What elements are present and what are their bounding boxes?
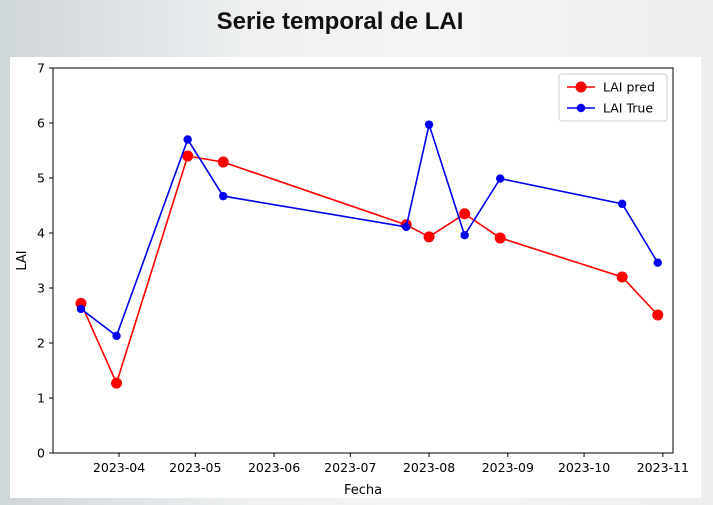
- data-point-lai-true: [460, 231, 469, 240]
- legend-marker-lai-true: [576, 103, 586, 113]
- data-point-lai-true: [112, 331, 121, 341]
- legend-label-lai-true: LAI True: [603, 101, 653, 116]
- x-tick-label: 2023-05: [169, 460, 221, 475]
- data-point-lai-true: [76, 304, 86, 314]
- legend: LAI pred LAI True: [558, 73, 668, 122]
- data-point-lai-true: [183, 135, 192, 144]
- y-tick-label: 0: [37, 446, 45, 461]
- y-axis: 0 1 2 3 4 5 6 7: [37, 61, 53, 461]
- slide-title: Serie temporal de LAI: [216, 8, 464, 35]
- y-axis-label: LAI: [15, 250, 30, 270]
- x-tick-label: 2023-10: [558, 460, 610, 475]
- plot-frame: [52, 67, 674, 454]
- y-tick-label: 1: [37, 391, 45, 406]
- y-tick-label: 4: [37, 226, 45, 241]
- data-point-lai-pred: [423, 231, 435, 243]
- legend-label-lai-pred: LAI pred: [603, 80, 655, 95]
- series-line-lai-pred: [80, 155, 659, 386]
- data-point-lai-true: [653, 258, 662, 267]
- series-lai-true: [76, 120, 662, 341]
- x-tick-label: 2023-06: [248, 460, 300, 475]
- x-tick-label: 2023-08: [403, 460, 455, 475]
- data-point-lai-pred: [217, 156, 229, 168]
- series-lai-pred: [75, 150, 664, 389]
- series-layer: [75, 120, 664, 389]
- x-axis-label: Fecha: [344, 483, 382, 498]
- y-tick-label: 5: [37, 171, 45, 186]
- legend-marker-lai-pred: [575, 81, 587, 93]
- data-point-lai-pred: [616, 271, 628, 283]
- data-point-lai-pred: [494, 232, 506, 244]
- data-point-lai-true: [617, 199, 627, 209]
- x-tick-label: 2023-04: [93, 460, 145, 475]
- data-point-lai-pred: [459, 208, 471, 220]
- data-point-lai-true: [219, 191, 228, 201]
- data-point-lai-pred: [652, 309, 664, 321]
- y-tick-label: 3: [37, 281, 45, 296]
- x-tick-label: 2023-11: [637, 460, 689, 475]
- data-point-lai-pred: [111, 377, 123, 389]
- x-tick-label: 2023-07: [324, 460, 376, 475]
- series-line-lai-true: [80, 121, 659, 338]
- y-tick-label: 6: [37, 116, 45, 131]
- x-axis: 2023-04 2023-05 2023-06 2023-07 2023-08 2023-…: [93, 453, 689, 475]
- y-tick-label: 2: [37, 336, 45, 351]
- data-point-lai-true: [424, 120, 434, 129]
- x-tick-label: 2023-09: [482, 460, 534, 475]
- data-point-lai-true: [496, 174, 505, 183]
- data-point-lai-pred: [182, 150, 194, 162]
- y-tick-label: 7: [37, 61, 45, 76]
- data-point-lai-true: [401, 222, 411, 232]
